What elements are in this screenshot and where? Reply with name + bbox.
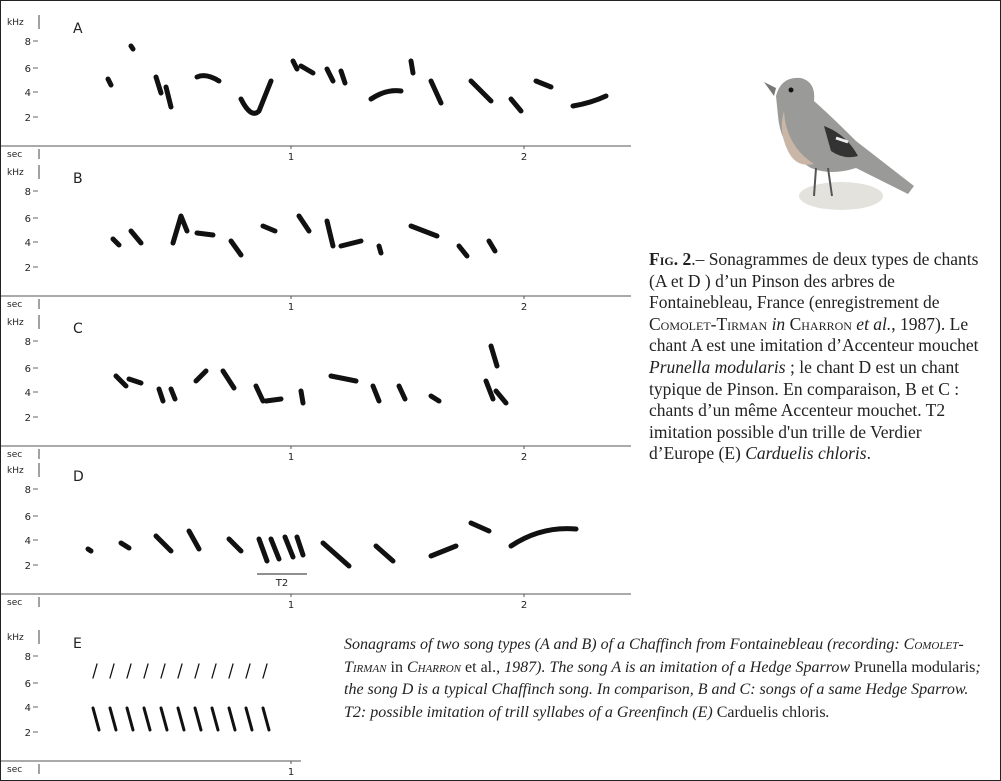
y-unit: kHz [7,466,24,476]
y-tick-label: 6 [25,214,31,225]
caption-text: . [826,704,830,721]
y-tick-label: 8 [25,187,31,198]
caption-text: , 1987). The song A is an imitation of a… [496,659,854,676]
y-tick-label: 6 [25,364,31,375]
bird-illustration [736,56,926,221]
y-tick-label: 6 [25,679,31,690]
panel-label: C [73,321,83,337]
y-tick-label: 4 [25,238,31,249]
y-tick-label: 8 [25,652,31,663]
author: Charron [790,314,852,334]
author: Comolet-Tirman [649,314,767,334]
caption-text: in [772,314,786,334]
y-tick-label: 4 [25,388,31,399]
sonogram-trace [93,664,269,730]
y-tick-label: 2 [25,413,31,424]
y-tick-label: 8 [25,337,31,348]
sonogram-trace [108,46,606,113]
caption-text: Sonagrams of two song types (A and B) of… [344,636,904,653]
x-unit: sec [7,150,22,160]
x-unit: sec [7,765,22,775]
sonogram-trace [88,523,576,566]
species-name: Prunella modularis [854,659,975,676]
species-name: Prunella modularis [649,357,786,377]
y-unit: kHz [7,168,24,178]
y-unit: kHz [7,18,24,28]
page: AkHz8642sec12 BkHz8642sec12 CkHz8642sec1… [0,0,1001,781]
caption-text: .– Sonagrammes de deux types de chants (… [649,249,978,312]
y-tick-label: 6 [25,64,31,75]
x-unit: sec [7,300,22,310]
panel-label: D [73,469,84,485]
annotation: T2 [275,578,288,589]
y-tick-label: 2 [25,728,31,739]
panel-label: A [73,21,83,37]
y-tick-label: 2 [25,113,31,124]
sonogram-trace [116,346,506,403]
y-tick-label: 4 [25,88,31,99]
x-tick-label: 2 [521,600,527,611]
y-tick-label: 8 [25,37,31,48]
caption-french: Fig. 2.– Sonagrammes de deux types de ch… [649,249,991,465]
y-tick-label: 4 [25,703,31,714]
sonogram-trace [113,216,495,256]
y-tick-label: 2 [25,561,31,572]
y-unit: kHz [7,633,24,643]
caption-text: et al. [461,659,496,676]
y-tick-label: 8 [25,485,31,496]
species-name: Carduelis chloris [745,443,866,463]
figure-number: Fig. 2 [649,249,691,269]
caption-text: in [387,659,407,676]
author: Charron [407,659,461,676]
x-unit: sec [7,598,22,608]
panel-label: B [73,171,83,187]
x-tick-label: 1 [288,767,294,778]
y-tick-label: 4 [25,536,31,547]
caption-text: . [867,443,871,463]
panel-label: E [73,636,82,652]
species-name: Carduelis chloris [717,704,826,721]
y-tick-label: 6 [25,512,31,523]
y-tick-label: 2 [25,263,31,274]
y-unit: kHz [7,318,24,328]
x-tick-label: 1 [288,600,294,611]
caption-text: et al. [856,314,891,334]
caption-english: Sonagrams of two song types (A and B) of… [344,634,994,724]
